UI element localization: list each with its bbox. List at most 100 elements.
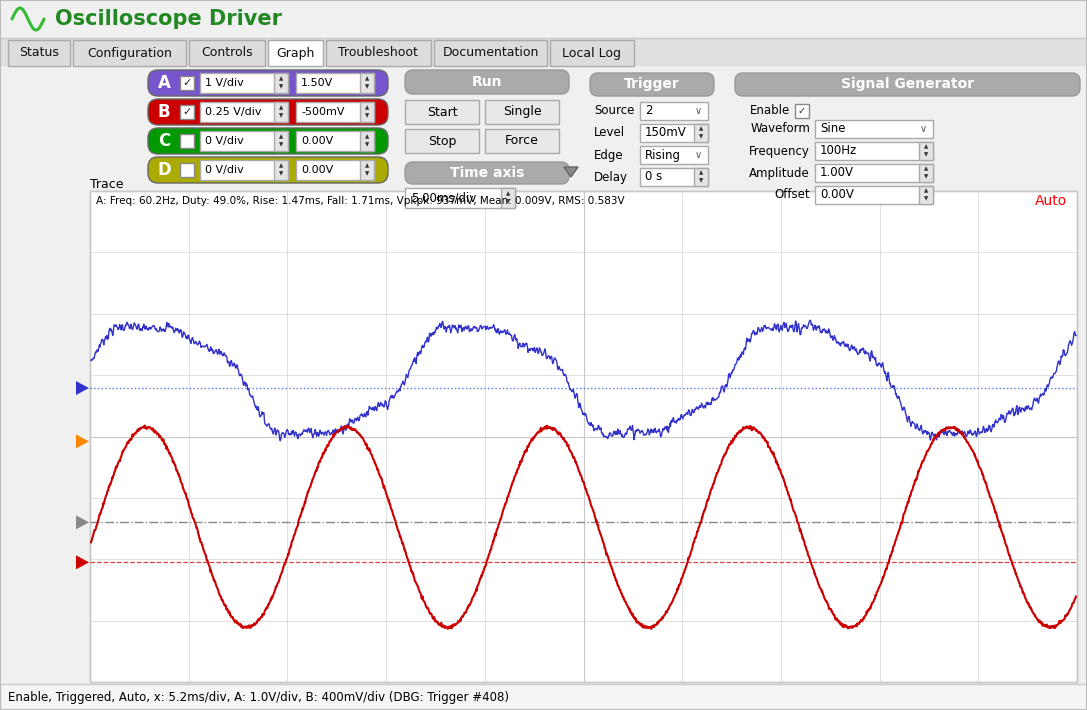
- FancyBboxPatch shape: [148, 128, 388, 154]
- Bar: [0, 38, 1087, 66]
- Text: ▼: ▼: [365, 143, 370, 148]
- Bar: [360, 73, 374, 93]
- Text: 0.00V: 0.00V: [820, 188, 854, 202]
- Bar: [640, 146, 708, 164]
- Bar: [360, 160, 374, 180]
- Text: ∨: ∨: [695, 106, 701, 116]
- Bar: [274, 160, 288, 180]
- Text: Time axis: Time axis: [450, 166, 524, 180]
- FancyBboxPatch shape: [148, 99, 388, 125]
- FancyBboxPatch shape: [590, 73, 714, 96]
- Text: Level: Level: [594, 126, 625, 139]
- Polygon shape: [76, 555, 89, 569]
- Text: B: B: [158, 103, 171, 121]
- Bar: [268, 40, 323, 66]
- Text: ▼: ▼: [365, 114, 370, 119]
- Text: Offset: Offset: [774, 188, 810, 202]
- Text: ▲: ▲: [279, 106, 283, 111]
- Text: 150mV: 150mV: [645, 126, 687, 139]
- Text: -500mV: -500mV: [301, 107, 345, 117]
- Text: ▲: ▲: [279, 134, 283, 139]
- Text: Waveform: Waveform: [750, 123, 810, 136]
- Bar: [795, 104, 809, 118]
- Text: ✓: ✓: [183, 78, 191, 88]
- Bar: [405, 129, 479, 153]
- Bar: [405, 188, 515, 208]
- Text: ▲: ▲: [365, 134, 370, 139]
- Text: ▼: ▼: [505, 200, 510, 204]
- Bar: [180, 76, 193, 90]
- Text: ✓: ✓: [798, 106, 807, 116]
- Bar: [919, 142, 933, 160]
- Text: ▼: ▼: [924, 153, 928, 158]
- Bar: [274, 131, 288, 151]
- Text: Sine: Sine: [820, 123, 846, 136]
- Bar: [200, 160, 288, 180]
- Bar: [919, 186, 933, 204]
- Text: Signal Generator: Signal Generator: [841, 77, 974, 91]
- Text: ▼: ▼: [365, 172, 370, 177]
- Bar: [296, 102, 374, 122]
- Text: 1.50V: 1.50V: [301, 78, 334, 88]
- Bar: [326, 40, 432, 66]
- Text: ▲: ▲: [365, 106, 370, 111]
- Bar: [694, 124, 708, 142]
- Polygon shape: [76, 435, 89, 449]
- FancyBboxPatch shape: [148, 157, 388, 183]
- Bar: [815, 120, 933, 138]
- Text: Start: Start: [427, 106, 458, 119]
- Bar: [434, 40, 547, 66]
- Bar: [180, 134, 193, 148]
- Text: ▲: ▲: [699, 126, 703, 131]
- Text: Oscilloscope Driver: Oscilloscope Driver: [55, 9, 282, 29]
- Bar: [485, 100, 559, 124]
- Text: ▲: ▲: [279, 163, 283, 168]
- Text: 0 V/div: 0 V/div: [205, 136, 243, 146]
- Text: Graph: Graph: [276, 46, 314, 60]
- Bar: [815, 164, 933, 182]
- Text: Frequency: Frequency: [749, 145, 810, 158]
- Text: Amplitude: Amplitude: [749, 167, 810, 180]
- Polygon shape: [564, 167, 578, 177]
- Text: Trigger: Trigger: [624, 77, 679, 91]
- Text: 0 s: 0 s: [645, 170, 662, 183]
- Bar: [200, 73, 288, 93]
- Text: Local Log: Local Log: [562, 46, 622, 60]
- Text: A: A: [158, 74, 171, 92]
- Text: 1 V/div: 1 V/div: [205, 78, 243, 88]
- Bar: [640, 124, 708, 142]
- Text: ▼: ▼: [699, 178, 703, 183]
- Text: 2: 2: [645, 104, 652, 117]
- Bar: [694, 168, 708, 186]
- Text: ▲: ▲: [365, 163, 370, 168]
- Bar: [200, 131, 288, 151]
- Text: ▲: ▲: [505, 192, 510, 197]
- Text: Troubleshoot: Troubleshoot: [338, 46, 418, 60]
- Bar: [640, 168, 708, 186]
- Text: ▲: ▲: [279, 77, 283, 82]
- Text: Trace: Trace: [90, 178, 124, 192]
- Bar: [180, 163, 193, 177]
- Polygon shape: [76, 381, 89, 395]
- Bar: [296, 131, 374, 151]
- Text: ▼: ▼: [279, 114, 283, 119]
- Text: 100Hz: 100Hz: [820, 145, 858, 158]
- FancyBboxPatch shape: [735, 73, 1080, 96]
- Text: ▼: ▼: [279, 172, 283, 177]
- Text: ▼: ▼: [924, 197, 928, 202]
- Text: ▼: ▼: [699, 134, 703, 139]
- Text: Run: Run: [472, 75, 502, 89]
- Bar: [274, 73, 288, 93]
- Bar: [296, 160, 374, 180]
- Bar: [919, 164, 933, 182]
- Text: ▼: ▼: [279, 84, 283, 89]
- Text: A: Freq: 60.2Hz, Duty: 49.0%, Rise: 1.47ms, Fall: 1.71ms, Vpkpk: 937mV, Mean: 0.: A: Freq: 60.2Hz, Duty: 49.0%, Rise: 1.47…: [96, 196, 625, 206]
- Text: D: D: [158, 161, 171, 179]
- Text: ▲: ▲: [699, 170, 703, 175]
- Bar: [200, 102, 288, 122]
- FancyBboxPatch shape: [405, 162, 569, 184]
- Text: Controls: Controls: [201, 46, 252, 60]
- Bar: [360, 102, 374, 122]
- Text: Configuration: Configuration: [87, 46, 172, 60]
- Text: ▼: ▼: [365, 84, 370, 89]
